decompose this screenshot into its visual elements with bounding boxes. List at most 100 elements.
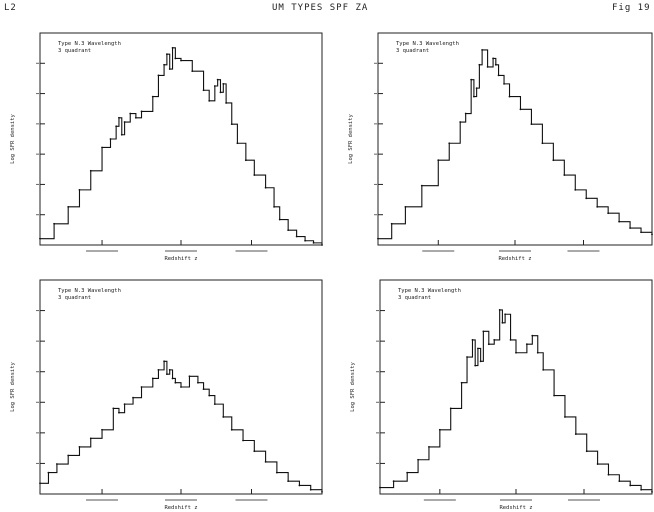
legend-entry: Type N.3 Wavelength (398, 288, 461, 294)
data-point (406, 471, 409, 474)
data-point (202, 388, 205, 391)
data-point (134, 116, 137, 119)
data-point (379, 486, 381, 489)
data-point (230, 428, 233, 431)
data-point (541, 142, 544, 145)
data-point (244, 159, 247, 162)
data-point (471, 339, 474, 341)
data-point (448, 142, 451, 145)
data-point (253, 450, 256, 453)
data-point (321, 244, 323, 246)
data-point (151, 377, 154, 380)
series-line (40, 47, 323, 245)
data-point (493, 339, 496, 341)
data-point (151, 95, 154, 98)
data-point (197, 381, 199, 384)
data-point (466, 356, 468, 358)
series-line (40, 360, 323, 492)
legend-entry: Type N.3 Wavelength (58, 288, 121, 294)
data-point (651, 233, 653, 236)
data-point (481, 49, 484, 51)
data-point (459, 121, 462, 123)
data-point (474, 364, 477, 367)
data-point (618, 220, 621, 223)
data-point (168, 68, 171, 70)
data-point (321, 490, 323, 493)
y-axis-label: Log SFR density (10, 113, 16, 163)
data-point (253, 174, 256, 176)
series-line (378, 49, 653, 240)
data-point (563, 174, 566, 176)
y-axis-label: Log SFR density (350, 361, 356, 411)
x-axis-label: Redshift z (499, 505, 532, 511)
data-point (596, 463, 599, 465)
data-point (67, 454, 70, 457)
data-point (629, 484, 632, 487)
data-point (585, 450, 588, 453)
data-point (486, 66, 489, 68)
data-point (482, 330, 485, 333)
data-point (118, 116, 120, 119)
data-point (140, 386, 143, 388)
data-point (585, 197, 588, 200)
data-point (278, 218, 281, 221)
data-point (492, 57, 494, 60)
data-point (487, 343, 490, 346)
data-point (222, 82, 225, 85)
data-point (519, 108, 522, 111)
data-point (39, 237, 41, 240)
data-point (420, 184, 423, 187)
data-point (213, 85, 216, 87)
data-point (166, 53, 168, 56)
data-point (508, 95, 511, 98)
data-point (67, 205, 70, 208)
data-point (112, 407, 115, 410)
data-point (242, 439, 244, 442)
data-point (428, 446, 430, 448)
data-point (101, 428, 103, 431)
data-point (115, 125, 118, 128)
data-point (564, 416, 566, 418)
legend-entry: 3 quadrant (398, 295, 431, 301)
data-point (390, 222, 393, 225)
legend-entry: 3 quadrant (58, 295, 91, 301)
data-point (174, 57, 177, 60)
data-point (273, 205, 275, 208)
x-axis-label: Redshift z (164, 505, 197, 511)
data-point (168, 368, 171, 371)
data-point (298, 484, 301, 487)
plot-frame (379, 279, 653, 495)
figure-title: UM TYPES SPF ZA (272, 3, 369, 13)
data-point (295, 235, 298, 238)
data-point (230, 123, 233, 126)
data-point (497, 74, 500, 77)
data-point (163, 360, 165, 363)
data-point (213, 403, 216, 406)
data-point (216, 78, 219, 81)
data-point (166, 373, 168, 376)
data-point (475, 87, 478, 90)
data-point (473, 95, 475, 98)
data-point (574, 188, 577, 191)
data-point (542, 368, 545, 371)
data-point (109, 138, 112, 140)
data-point (377, 237, 379, 240)
data-point (312, 241, 315, 244)
data-point (501, 321, 504, 324)
y-axis-label: Log SFR density (348, 113, 354, 163)
data-point (191, 70, 194, 73)
data-point (640, 231, 642, 234)
data-point (460, 381, 463, 384)
data-point (552, 159, 555, 162)
data-point (222, 416, 225, 418)
data-point (287, 480, 290, 483)
data-point (101, 146, 103, 149)
data-point (157, 74, 160, 77)
data-point (437, 159, 440, 162)
data-point (174, 381, 177, 384)
figure-label: Fig 19 (612, 3, 651, 13)
